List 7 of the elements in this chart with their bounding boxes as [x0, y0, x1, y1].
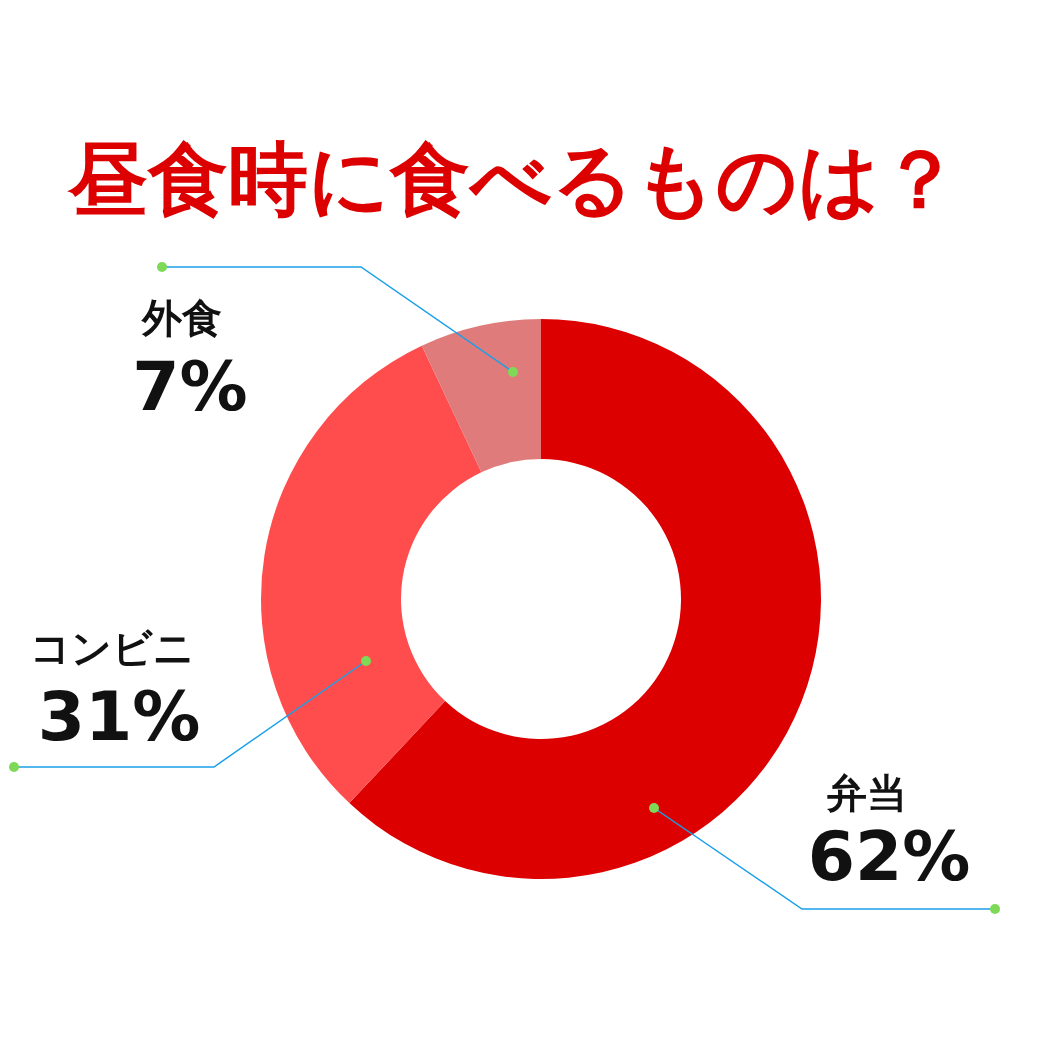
data-label: 62% [807, 816, 971, 896]
data-label: 7% [132, 346, 248, 426]
slice-label: コンビニ [30, 625, 194, 672]
data-label: 31% [37, 676, 201, 756]
slice-label: 弁当 [826, 770, 907, 817]
chart-title: 昼食時に食べるものは？ [67, 132, 960, 226]
slice-label: 外食 [141, 295, 222, 342]
